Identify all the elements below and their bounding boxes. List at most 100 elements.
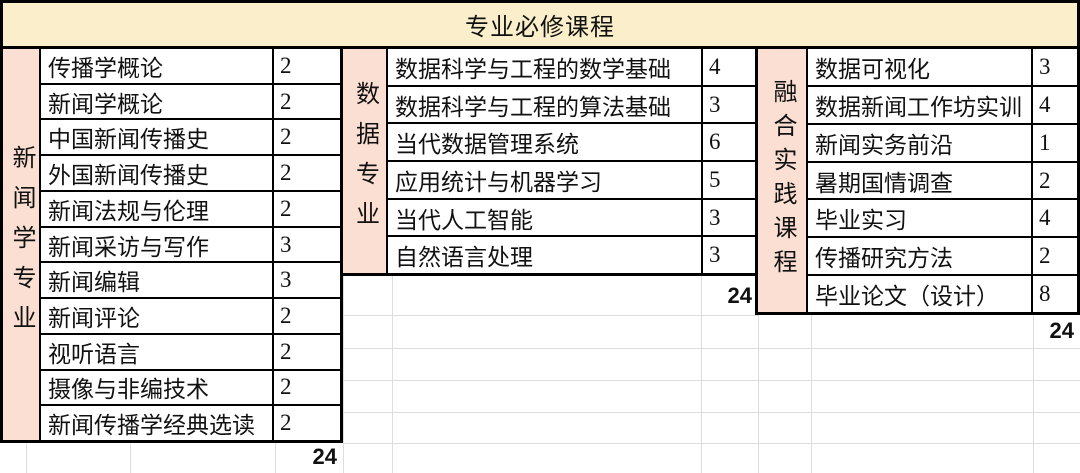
credit-cell[interactable]: 4 bbox=[1039, 91, 1051, 117]
table-row: 自然语言处理 3 bbox=[388, 237, 755, 274]
table-row: 数据科学与工程的算法基础 3 bbox=[388, 86, 755, 125]
gridline bbox=[275, 443, 276, 473]
group-journalism: 新闻学专业 传播学概论 2 新闻学概论 2 中国新闻传播史 2 外国新闻传播史 … bbox=[0, 46, 343, 443]
group-data: 数据专业 数据科学与工程的数学基础 4 数据科学与工程的算法基础 3 当代数据管… bbox=[340, 46, 758, 276]
gridline bbox=[811, 315, 812, 473]
table-row: 暑期国情调查 2 bbox=[808, 162, 1077, 201]
group-label: 数据专业 bbox=[351, 81, 378, 241]
course-rows: 数据科学与工程的数学基础 4 数据科学与工程的算法基础 3 当代数据管理系统 6… bbox=[388, 49, 755, 274]
total-credits-data[interactable]: 24 bbox=[727, 282, 752, 308]
credit-cell[interactable]: 6 bbox=[709, 129, 721, 155]
course-name-cell[interactable]: 视听语言 bbox=[41, 334, 274, 369]
course-name-cell[interactable]: 自然语言处理 bbox=[388, 237, 703, 274]
table-row: 摄像与非编技术 2 bbox=[41, 370, 340, 407]
table-row: 传播学概论 2 bbox=[41, 49, 340, 85]
credit-cell[interactable]: 5 bbox=[709, 166, 721, 192]
table-row: 新闻学概论 2 bbox=[41, 84, 340, 121]
gridline bbox=[343, 348, 1080, 349]
course-name-cell[interactable]: 外国新闻传播史 bbox=[41, 156, 274, 190]
credit-cell[interactable]: 2 bbox=[280, 124, 292, 150]
course-name-cell[interactable]: 数据科学与工程的数学基础 bbox=[388, 49, 703, 85]
table-row: 外国新闻传播史 2 bbox=[41, 156, 340, 192]
gridline bbox=[130, 443, 131, 473]
group-label-cell[interactable]: 新闻学专业 bbox=[3, 49, 41, 440]
total-credits-journalism[interactable]: 24 bbox=[312, 444, 337, 469]
table-title-cell[interactable]: 专业必修课程 bbox=[0, 0, 1080, 49]
gridline bbox=[343, 315, 758, 316]
credit-cell[interactable]: 4 bbox=[709, 53, 721, 79]
course-name-cell[interactable]: 传播学概论 bbox=[41, 49, 274, 83]
course-rows: 传播学概论 2 新闻学概论 2 中国新闻传播史 2 外国新闻传播史 2 新闻法规… bbox=[41, 49, 340, 441]
gridline bbox=[343, 412, 1080, 413]
group-label: 融合实践课程 bbox=[769, 78, 795, 283]
credit-cell[interactable]: 1 bbox=[1039, 129, 1051, 155]
course-name-cell[interactable]: 暑期国情调查 bbox=[808, 162, 1033, 199]
table-row: 数据可视化 3 bbox=[808, 49, 1077, 87]
course-name-cell[interactable]: 摄像与非编技术 bbox=[41, 370, 274, 405]
credit-cell[interactable]: 3 bbox=[709, 91, 721, 117]
gridline bbox=[758, 315, 759, 473]
group-label-cell[interactable]: 数据专业 bbox=[343, 49, 388, 273]
course-name-cell[interactable]: 应用统计与机器学习 bbox=[388, 162, 703, 198]
course-name-cell[interactable]: 新闻法规与伦理 bbox=[41, 191, 274, 226]
group-label: 新闻学专业 bbox=[8, 144, 34, 345]
credit-cell[interactable]: 2 bbox=[280, 195, 292, 221]
credit-cell[interactable]: 3 bbox=[1039, 53, 1051, 79]
table-row: 应用统计与机器学习 5 bbox=[388, 162, 755, 200]
table-row: 新闻实务前沿 1 bbox=[808, 124, 1077, 163]
group-label-cell[interactable]: 融合实践课程 bbox=[758, 49, 808, 312]
table-row: 视听语言 2 bbox=[41, 334, 340, 371]
table-row: 新闻采访与写作 3 bbox=[41, 227, 340, 264]
course-name-cell[interactable]: 数据科学与工程的算法基础 bbox=[388, 86, 703, 123]
credit-cell[interactable]: 2 bbox=[280, 374, 292, 400]
gridline bbox=[343, 443, 1080, 444]
course-name-cell[interactable]: 新闻实务前沿 bbox=[808, 124, 1033, 161]
gridline bbox=[1033, 315, 1034, 473]
course-name-cell[interactable]: 数据新闻工作坊实训 bbox=[808, 86, 1033, 123]
course-name-cell[interactable]: 当代人工智能 bbox=[388, 199, 703, 236]
credit-cell[interactable]: 8 bbox=[1039, 281, 1051, 307]
gridline bbox=[343, 380, 1080, 381]
course-name-cell[interactable]: 数据可视化 bbox=[808, 49, 1033, 85]
table-row: 中国新闻传播史 2 bbox=[41, 120, 340, 157]
table-row: 新闻法规与伦理 2 bbox=[41, 191, 340, 228]
course-name-cell[interactable]: 新闻传播学经典选读 bbox=[41, 406, 274, 441]
table-row: 数据科学与工程的数学基础 4 bbox=[388, 49, 755, 87]
credit-cell[interactable]: 2 bbox=[1039, 243, 1051, 269]
course-name-cell[interactable]: 毕业实习 bbox=[808, 200, 1033, 237]
table-row: 数据新闻工作坊实训 4 bbox=[808, 86, 1077, 125]
table-row: 新闻传播学经典选读 2 bbox=[41, 406, 340, 441]
credit-cell[interactable]: 3 bbox=[709, 242, 721, 268]
credit-cell[interactable]: 2 bbox=[280, 338, 292, 364]
course-name-cell[interactable]: 新闻学概论 bbox=[41, 84, 274, 119]
table-row: 当代数据管理系统 6 bbox=[388, 124, 755, 163]
gridline bbox=[26, 443, 27, 473]
course-name-cell[interactable]: 新闻评论 bbox=[41, 299, 274, 333]
credit-cell[interactable]: 2 bbox=[280, 160, 292, 186]
credit-cell[interactable]: 2 bbox=[280, 52, 292, 78]
credit-cell[interactable]: 2 bbox=[280, 88, 292, 114]
table-row: 当代人工智能 3 bbox=[388, 199, 755, 238]
course-name-cell[interactable]: 新闻采访与写作 bbox=[41, 227, 274, 262]
table-row: 传播研究方法 2 bbox=[808, 238, 1077, 277]
credit-cell[interactable]: 3 bbox=[280, 231, 292, 257]
credit-cell[interactable]: 2 bbox=[280, 303, 292, 328]
credit-cell[interactable]: 2 bbox=[280, 410, 292, 436]
gridline bbox=[701, 276, 702, 473]
course-name-cell[interactable]: 中国新闻传播史 bbox=[41, 120, 274, 155]
table-row: 毕业实习 4 bbox=[808, 200, 1077, 239]
credit-cell[interactable]: 3 bbox=[280, 267, 292, 293]
credit-cell[interactable]: 3 bbox=[709, 204, 721, 230]
credit-cell[interactable]: 4 bbox=[1039, 205, 1051, 231]
credit-cell[interactable]: 2 bbox=[1039, 167, 1051, 193]
table-row: 毕业论文（设计） 8 bbox=[808, 276, 1077, 313]
course-name-cell[interactable]: 毕业论文（设计） bbox=[808, 276, 1033, 313]
course-name-cell[interactable]: 传播研究方法 bbox=[808, 238, 1033, 275]
table-row: 新闻编辑 3 bbox=[41, 263, 340, 300]
course-name-cell[interactable]: 新闻编辑 bbox=[41, 263, 274, 298]
total-credits-practice[interactable]: 24 bbox=[1049, 317, 1074, 343]
course-rows: 数据可视化 3 数据新闻工作坊实训 4 新闻实务前沿 1 暑期国情调查 2 毕业… bbox=[808, 49, 1077, 313]
course-name-cell[interactable]: 当代数据管理系统 bbox=[388, 124, 703, 161]
group-practice: 融合实践课程 数据可视化 3 数据新闻工作坊实训 4 新闻实务前沿 1 暑期国情… bbox=[755, 46, 1080, 315]
